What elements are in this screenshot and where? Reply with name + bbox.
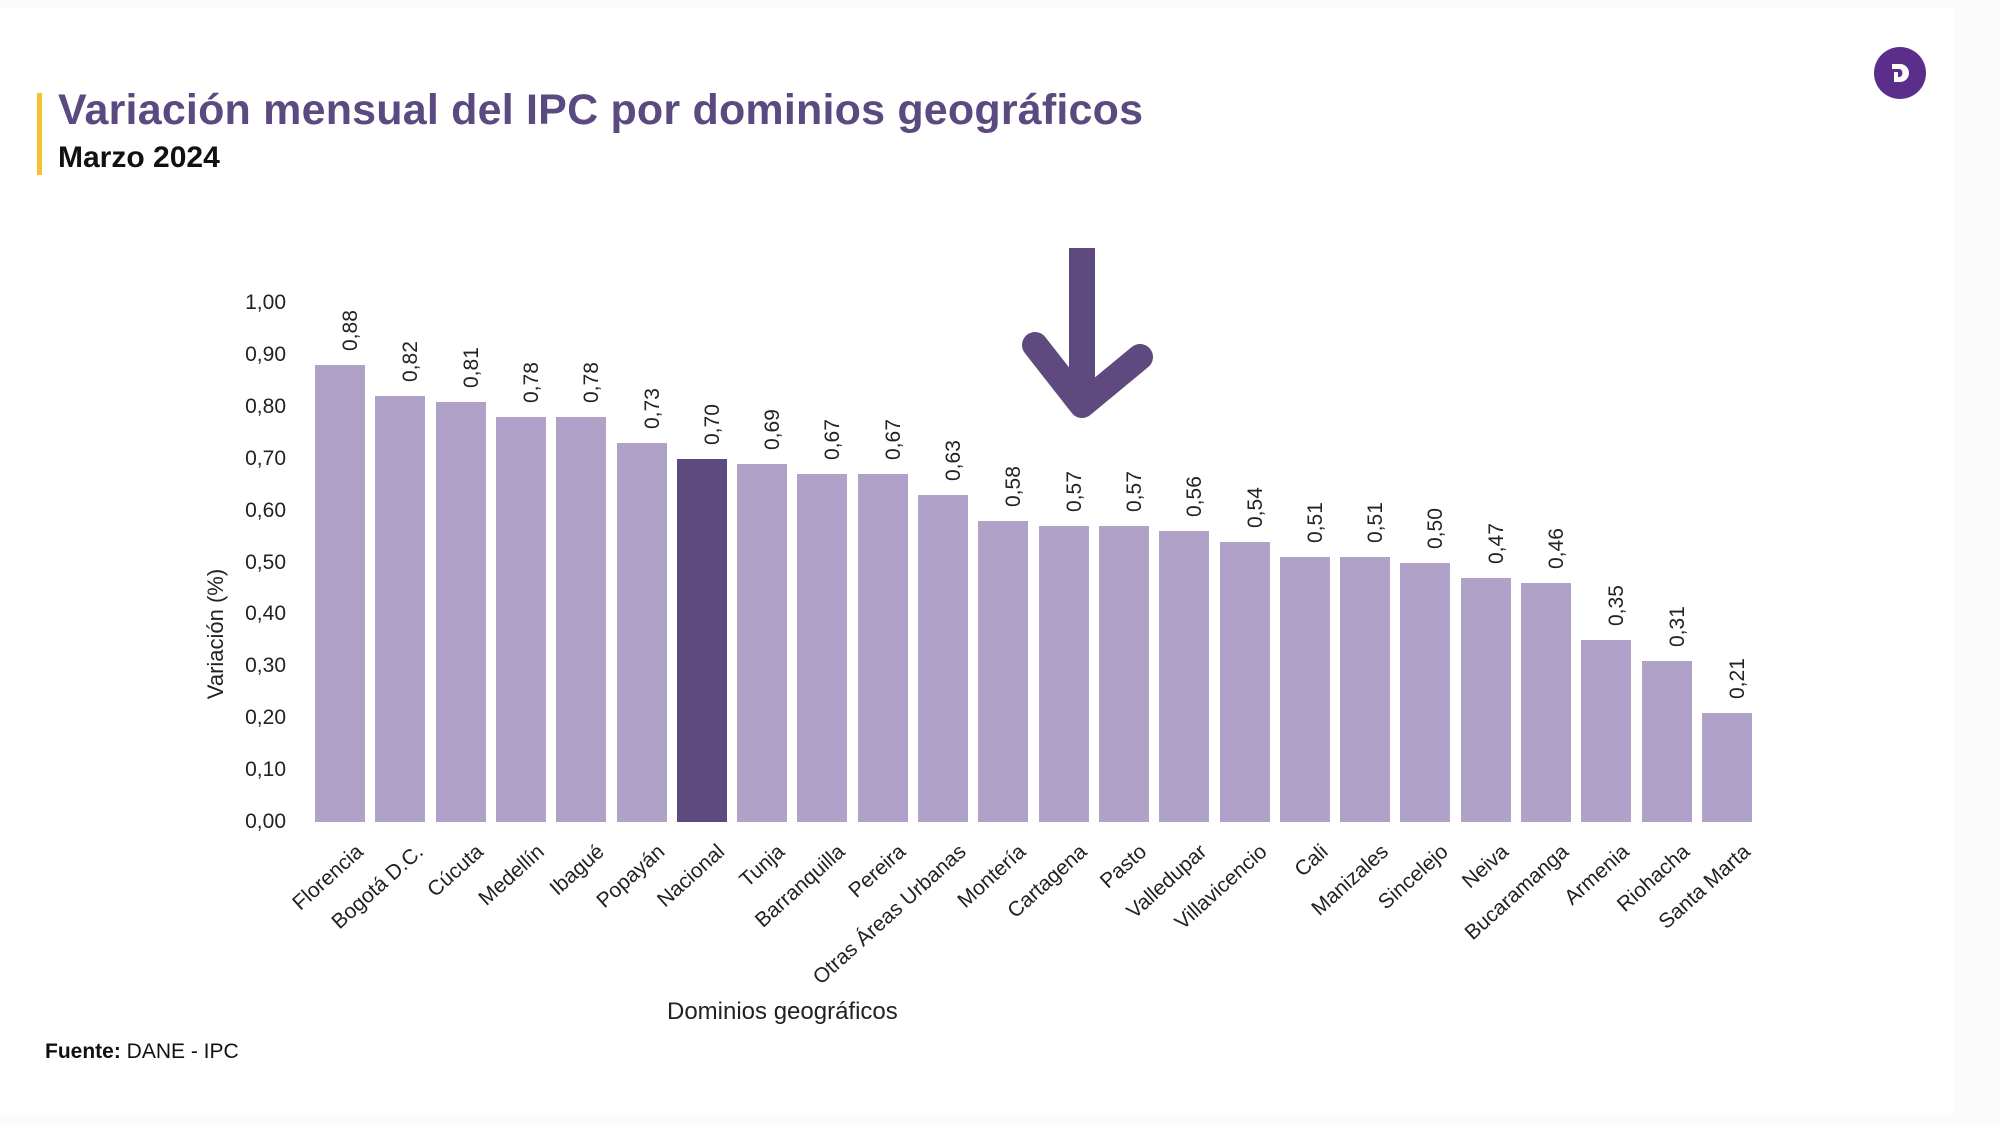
bar	[797, 474, 848, 822]
bar-value-label: 0,70	[700, 403, 724, 445]
bar-value-label: 0,88	[339, 310, 362, 352]
bar	[1641, 661, 1692, 822]
bar-value-label: 0,50	[1424, 507, 1448, 549]
bar	[556, 417, 607, 822]
bar	[1460, 578, 1511, 822]
bar-value-label: 0,69	[761, 409, 785, 450]
bar-value-label: 0,47	[1484, 523, 1508, 565]
bar	[1701, 713, 1752, 822]
bar	[1098, 526, 1149, 822]
y-tick-label: 1,00	[245, 291, 286, 314]
bar-value-label: 0,56	[1183, 476, 1207, 518]
bar	[495, 417, 546, 822]
bar	[375, 396, 426, 822]
bar	[315, 365, 365, 822]
bar	[857, 474, 908, 822]
y-tick-label: 0,80	[245, 394, 286, 418]
d-letter-icon	[1892, 64, 1909, 82]
source-note: Fuente: DANE - IPC	[45, 1040, 239, 1064]
bar	[1159, 531, 1210, 822]
y-tick-label: 0,50	[245, 550, 286, 574]
bar-value-label: 0,57	[1122, 471, 1146, 513]
bar-value-label: 0,58	[1002, 466, 1026, 507]
bar-value-label: 0,78	[580, 362, 604, 404]
y-tick-label: 0,20	[245, 706, 286, 730]
chart-title: Variación mensual del IPC por dominios g…	[58, 86, 1144, 134]
y-tick-label: 0,60	[245, 498, 286, 522]
bar	[1340, 557, 1391, 822]
y-tick-label: 0,10	[245, 758, 286, 782]
bar	[1219, 541, 1270, 822]
bar	[616, 443, 667, 822]
bar-value-label: 0,51	[1303, 502, 1327, 544]
bar-value-label: 0,54	[1243, 486, 1267, 528]
y-tick-label: 0,70	[245, 446, 286, 470]
y-axis-title: Variación (%)	[203, 568, 228, 700]
bar	[978, 520, 1029, 822]
title-accent-bar	[37, 93, 42, 175]
brand-logo-icon	[1874, 47, 1926, 99]
x-axis-title: Dominios geográficos	[667, 998, 898, 1025]
bar-value-label: 0,67	[821, 419, 845, 461]
bar-value-label: 0,78	[519, 362, 543, 404]
bar-highlight	[676, 458, 727, 822]
bar	[737, 463, 788, 822]
source-value: DANE - IPC	[126, 1040, 239, 1063]
bar-value-label: 0,81	[459, 346, 483, 388]
bar	[1521, 583, 1571, 822]
bar-value-label: 0,63	[942, 440, 965, 482]
y-tick-label: 0,40	[245, 602, 286, 626]
source-label: Fuente:	[45, 1040, 121, 1063]
chart-subtitle: Marzo 2024	[58, 141, 220, 174]
bar	[918, 495, 968, 822]
bar-value-label: 0,82	[399, 341, 423, 383]
bar-value-label: 0,46	[1545, 528, 1568, 570]
bar	[1400, 562, 1451, 822]
bar-value-label: 0,31	[1665, 606, 1689, 648]
y-tick-label: 0,30	[245, 654, 286, 678]
bar	[1581, 640, 1632, 822]
bar-value-label: 0,51	[1364, 502, 1388, 544]
bar-value-label: 0,35	[1605, 585, 1629, 627]
bar	[1038, 526, 1089, 822]
down-arrow-icon	[1022, 248, 1153, 418]
y-tick-label: 0,00	[245, 810, 286, 833]
bar-value-label: 0,21	[1725, 658, 1749, 699]
bar-value-label: 0,73	[640, 388, 664, 430]
bar-value-label: 0,57	[1062, 471, 1086, 513]
y-tick-label: 0,90	[245, 342, 286, 366]
bar	[435, 401, 486, 822]
bar	[1279, 557, 1330, 822]
bar-value-label: 0,67	[881, 419, 905, 461]
